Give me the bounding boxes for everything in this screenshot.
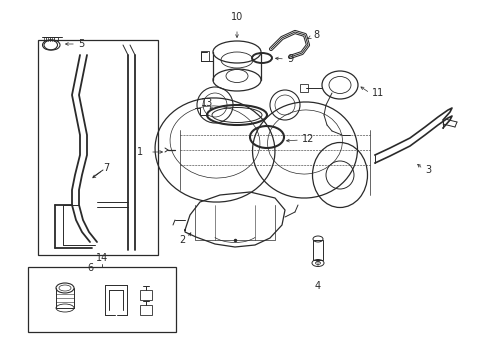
Bar — [28, 267, 176, 332]
Bar — [140, 290, 152, 300]
Text: 1: 1 — [137, 147, 142, 157]
Bar — [140, 305, 152, 315]
Text: 10: 10 — [230, 12, 243, 22]
Bar — [312, 240, 323, 260]
Bar — [38, 40, 158, 255]
Text: 3: 3 — [424, 165, 430, 175]
Bar — [201, 51, 208, 61]
Text: 7: 7 — [103, 163, 109, 173]
Text: 11: 11 — [371, 88, 384, 98]
Text: 14: 14 — [96, 253, 108, 263]
Bar — [299, 84, 307, 92]
Text: 9: 9 — [286, 54, 292, 64]
Text: 6: 6 — [87, 263, 93, 273]
Text: 4: 4 — [314, 281, 321, 291]
Text: 5: 5 — [78, 39, 84, 49]
Text: 12: 12 — [302, 134, 314, 144]
Text: 13: 13 — [201, 98, 213, 108]
Text: 2: 2 — [179, 235, 184, 245]
Text: 8: 8 — [312, 30, 319, 40]
